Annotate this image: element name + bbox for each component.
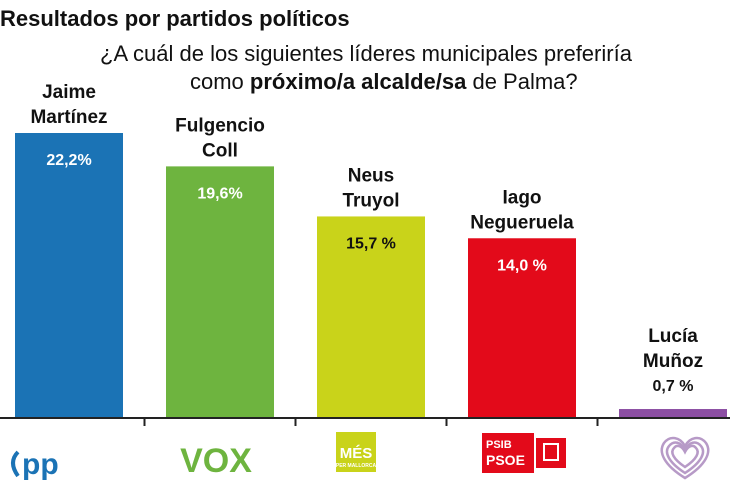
psoe-logo: PSIB PSOE — [482, 433, 566, 473]
question-line-2: como próximo/a alcalde/sa de Palma? — [100, 68, 730, 96]
question-line-2-post: de Palma? — [466, 69, 578, 94]
pp-logo: pp — [11, 448, 59, 481]
section-title: Resultados por partidos políticos — [0, 6, 350, 31]
mes-logo-box — [336, 432, 376, 472]
question-line-2-pre: como — [190, 69, 250, 94]
question-line-2-bold: próximo/a alcalde/sa — [249, 69, 467, 94]
value-label-5: 0,7 % — [653, 378, 694, 395]
value-label-2: 19,6% — [197, 185, 242, 202]
category-label-4-line-2: Negueruela — [470, 212, 574, 233]
category-label-3-line-2: Truyol — [342, 190, 399, 211]
psoe-logo-line1: PSIB — [486, 439, 512, 451]
bars-layer — [15, 133, 727, 418]
category-label-3-line-1: Neus — [348, 165, 394, 186]
pp-logo-text: pp — [22, 448, 59, 481]
category-label-1-line-1: Jaime — [42, 82, 96, 103]
vox-logo-text: VOX — [180, 442, 252, 480]
question-line-1: ¿A cuál de los siguientes líderes munici… — [100, 41, 632, 66]
mes-logo-subtext: PER MALLORCA — [336, 463, 377, 469]
category-label-5-line-2: Muñoz — [643, 351, 703, 372]
bar-2 — [166, 166, 274, 418]
psoe-logo-box — [482, 433, 534, 473]
psoe-rose-box — [536, 438, 566, 468]
psoe-rose-icon — [543, 443, 559, 461]
bar-1 — [15, 133, 123, 418]
vox-logo: VOX — [180, 442, 252, 480]
bar-5 — [619, 409, 727, 418]
category-label-4-line-1: Iago — [502, 187, 541, 208]
value-label-1: 22,2% — [46, 152, 91, 169]
chart-question: ¿A cuál de los siguientes líderes munici… — [100, 40, 730, 96]
labels-layer: 22,2% Jaime Martínez 19,6% Fulgencio Coll 15,7… — [30, 82, 703, 395]
category-label-5-line-1: Lucía — [648, 326, 698, 347]
category-label-1-line-2: Martínez — [30, 107, 107, 128]
bar-4 — [468, 238, 576, 418]
mes-logo: MÉS PER MALLORCA — [336, 432, 377, 472]
category-label-2-line-1: Fulgencio — [175, 115, 265, 136]
pp-logo-arc — [11, 450, 20, 478]
mes-logo-text: MÉS — [340, 445, 373, 462]
axis-layer — [0, 417, 730, 426]
podemos-heart-icon — [660, 436, 710, 480]
value-label-3: 15,7 % — [346, 235, 396, 252]
bar-3 — [317, 216, 425, 418]
value-label-4: 14,0 % — [497, 257, 547, 274]
category-label-2-line-2: Coll — [202, 140, 238, 161]
psoe-logo-line2: PSOE — [486, 452, 525, 468]
